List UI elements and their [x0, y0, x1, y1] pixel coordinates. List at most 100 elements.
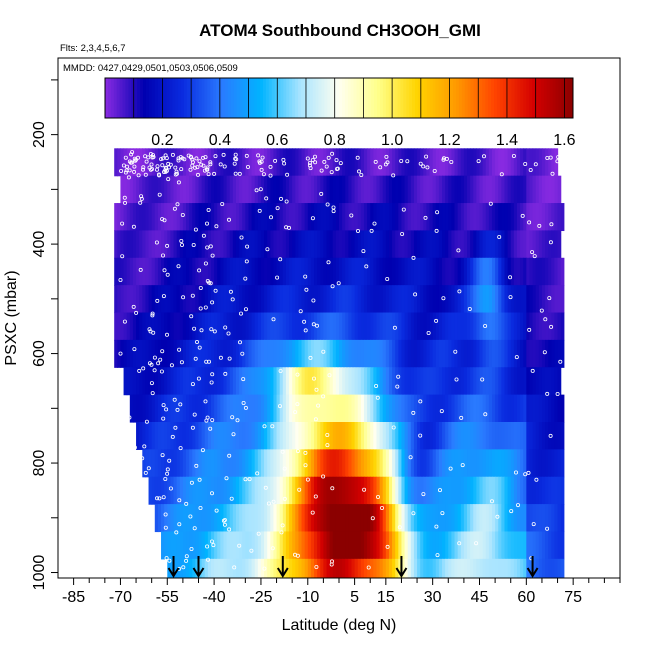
heatmap-cell [298, 203, 303, 232]
heatmap-cell [320, 422, 324, 450]
heatmap-cell [161, 285, 165, 314]
heatmap-cell [557, 558, 562, 578]
heatmap-cell [242, 312, 246, 341]
heatmap-cell [485, 558, 490, 578]
heatmap-cell [226, 257, 231, 286]
observation-point [188, 514, 193, 519]
observation-point [539, 308, 544, 313]
heatmap-cell [329, 312, 334, 341]
heatmap-cell [516, 558, 521, 578]
heatmap-cell [295, 449, 300, 478]
colorbar-segment [289, 78, 293, 118]
heatmap-cell [260, 339, 265, 368]
observation-point [158, 357, 163, 362]
heatmap-cell [295, 558, 300, 578]
heatmap-cell [148, 449, 153, 478]
colorbar-segment [429, 78, 434, 118]
heatmap-cell [210, 148, 215, 177]
heatmap-cell [273, 339, 278, 368]
heatmap-cell [407, 422, 412, 450]
observation-point [372, 221, 377, 226]
heatmap-cell [186, 367, 190, 396]
observation-point [157, 192, 162, 197]
heatmap-cell [170, 449, 175, 478]
heatmap-cell [345, 257, 349, 286]
heatmap-cell [148, 203, 153, 232]
observation-point [160, 156, 165, 161]
heatmap-cell [495, 257, 499, 286]
heatmap-cell [351, 339, 356, 368]
colorbar-segment [181, 78, 185, 118]
observation-point [172, 206, 177, 211]
heatmap-cell [417, 203, 421, 232]
observation-point [119, 168, 124, 173]
observation-point [259, 167, 264, 172]
heatmap-cell [488, 175, 493, 204]
heatmap-cell [382, 312, 387, 341]
heatmap-cell [538, 394, 543, 423]
heatmap-cell [392, 285, 396, 314]
heatmap-cell [198, 339, 203, 368]
heatmap-cell [551, 148, 556, 177]
heatmap-cell [345, 175, 349, 204]
heatmap-cell [532, 558, 537, 578]
heatmap-cell [413, 312, 418, 341]
heatmap-cell [161, 367, 165, 396]
heatmap-cell [270, 558, 275, 578]
heatmap-cell [557, 257, 562, 286]
colorbar-segment [309, 78, 314, 118]
heatmap-cell [136, 367, 140, 396]
heatmap-cell [242, 476, 246, 505]
colorbar-segment [496, 78, 501, 118]
heatmap-cell [523, 476, 527, 505]
heatmap-cell [426, 257, 431, 286]
heatmap-cell [507, 230, 512, 259]
heatmap-cell [220, 531, 225, 560]
heatmap-cell [395, 175, 399, 204]
heatmap-cell [239, 285, 243, 314]
observation-point [282, 496, 287, 501]
heatmap-cell [407, 175, 412, 204]
heatmap-cell [413, 476, 418, 505]
heatmap-cell [148, 257, 153, 286]
observation-point [509, 509, 514, 514]
heatmap-cell [367, 558, 371, 578]
heatmap-cell [379, 148, 384, 177]
heatmap-cell [248, 558, 253, 578]
heatmap-cell [220, 339, 225, 368]
heatmap-cell [532, 504, 537, 533]
heatmap-cell [498, 148, 502, 177]
heatmap-cell [151, 257, 156, 286]
heatmap-cell [151, 148, 156, 177]
heatmap-cell [142, 285, 147, 314]
heatmap-cell [151, 203, 156, 232]
observation-point [413, 292, 418, 297]
heatmap-cell [123, 257, 128, 286]
heatmap-cell [504, 339, 509, 368]
heatmap-cell [535, 531, 540, 560]
heatmap-cell [295, 312, 300, 341]
heatmap-cell [398, 203, 403, 232]
heatmap-cell [520, 531, 524, 560]
observation-point [209, 491, 214, 496]
heatmap-cell [473, 394, 477, 423]
heatmap-cell [432, 285, 437, 314]
heatmap-cell [167, 203, 171, 232]
heatmap-cell [532, 285, 537, 314]
heatmap-cell [195, 175, 200, 204]
heatmap-cell [551, 257, 556, 286]
observation-point [375, 395, 380, 400]
heatmap-cell [504, 285, 509, 314]
heatmap-cell [435, 558, 440, 578]
colorbar-segment [362, 78, 366, 118]
heatmap-cell [142, 312, 147, 341]
heatmap-cell [282, 339, 287, 368]
heatmap-cell [186, 558, 190, 578]
heatmap-cell [326, 504, 331, 533]
observation-point [262, 424, 267, 429]
heatmap-cell [132, 257, 137, 286]
observation-point [364, 264, 369, 269]
heatmap-cell [516, 476, 521, 505]
heatmap-cell [136, 148, 140, 177]
heatmap-cell [223, 312, 228, 341]
